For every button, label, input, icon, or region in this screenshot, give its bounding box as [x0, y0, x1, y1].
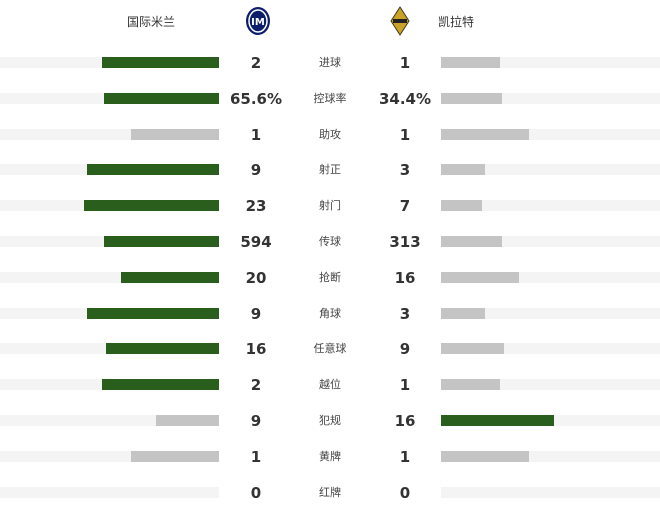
stat-row: 20 抢断 16 [0, 268, 660, 288]
svg-text:IM: IM [251, 17, 265, 28]
away-bar [441, 307, 485, 319]
home-bar [101, 379, 219, 391]
away-bar [441, 450, 529, 462]
home-value: 1 [250, 125, 262, 144]
away-bar-track [441, 57, 660, 68]
home-value: 2 [250, 376, 262, 395]
stat-row: 2 进球 1 [0, 53, 660, 73]
stat-label: 传球 [319, 235, 341, 248]
stat-row: 9 角球 3 [0, 304, 660, 324]
away-bar-track [441, 379, 660, 391]
home-bar [84, 200, 219, 212]
away-value: 1 [399, 447, 411, 466]
stat-row: 2 越位 1 [0, 375, 660, 395]
away-bar-track [441, 450, 660, 462]
stat-label: 越位 [319, 378, 341, 392]
home-bar-track [0, 486, 219, 498]
away-value: 34.4% [378, 89, 432, 108]
away-bar [441, 200, 483, 212]
away-team-name: 凯拉特 [438, 15, 475, 29]
inter-milan-logo-icon: IM [246, 7, 270, 35]
stat-row: 594 传球 313 [0, 232, 660, 252]
home-bar [101, 57, 219, 68]
home-team-name: 国际米兰 [126, 15, 175, 29]
away-bar [441, 57, 500, 68]
home-bar [131, 128, 219, 140]
stat-row: 9 射正 3 [0, 160, 660, 180]
home-value: 594 [240, 233, 272, 251]
home-value: 2 [250, 54, 262, 72]
home-value: 0 [250, 483, 262, 502]
home-bar-track [0, 415, 219, 426]
away-bar-track [441, 236, 660, 247]
away-bar [441, 92, 502, 104]
home-value: 1 [250, 447, 262, 466]
stat-label: 助攻 [319, 127, 341, 141]
stat-row: 1 黄牌 1 [0, 447, 660, 467]
home-bar-track [0, 450, 219, 462]
stat-row: 0 红牌 0 [0, 483, 660, 503]
stat-row: 23 射门 7 [0, 196, 660, 216]
away-bar-track [441, 271, 660, 283]
away-value: 1 [399, 125, 411, 144]
stat-label: 犯规 [319, 414, 341, 427]
home-value: 16 [245, 340, 267, 359]
stat-label: 黄牌 [319, 449, 341, 463]
away-bar-track [441, 92, 660, 104]
kairat-logo-icon [390, 6, 410, 36]
away-value: 313 [389, 233, 421, 251]
away-value: 16 [394, 412, 416, 430]
stat-label: 射门 [319, 199, 341, 213]
away-bar-track [441, 164, 660, 176]
away-value: 3 [399, 161, 411, 180]
away-bar [441, 128, 529, 140]
home-bar [106, 343, 219, 355]
away-bar-track [441, 343, 660, 355]
away-bar [441, 164, 485, 176]
away-value: 9 [399, 340, 411, 359]
away-value: 1 [399, 376, 411, 395]
home-bar [87, 164, 219, 176]
away-value: 3 [399, 304, 411, 323]
away-bar [441, 271, 520, 283]
home-value: 65.6% [229, 89, 283, 108]
home-bar [87, 307, 219, 319]
home-bar [103, 236, 219, 247]
away-value: 16 [394, 268, 416, 287]
home-bar-track [0, 128, 219, 140]
away-bar [441, 415, 554, 426]
away-value: 0 [399, 483, 411, 502]
away-bar-track [441, 486, 660, 498]
stat-row: 9 犯规 16 [0, 411, 660, 431]
away-bar-track [441, 128, 660, 140]
away-value: 1 [399, 54, 411, 72]
stat-label: 任意球 [313, 342, 347, 356]
stat-label: 红牌 [319, 485, 341, 499]
stat-label: 进球 [319, 56, 341, 69]
home-bar [121, 271, 219, 283]
away-value: 7 [399, 197, 411, 216]
stat-label: 抢断 [319, 270, 341, 284]
home-value: 9 [250, 412, 262, 430]
away-bar-track [441, 307, 660, 319]
stat-row: 1 助攻 1 [0, 125, 660, 145]
away-bar-track [441, 200, 660, 212]
away-bar [441, 236, 502, 247]
stat-label: 射正 [319, 163, 341, 177]
home-bar [103, 92, 219, 104]
away-bar [441, 343, 505, 355]
home-bar [155, 415, 219, 426]
home-value: 20 [245, 268, 267, 287]
stat-row: 65.6% 控球率 34.4% [0, 89, 660, 109]
home-value: 9 [250, 161, 262, 180]
home-value: 9 [250, 304, 262, 323]
stat-row: 16 任意球 9 [0, 339, 660, 359]
home-bar [131, 450, 219, 462]
home-value: 23 [245, 197, 267, 216]
away-bar [441, 379, 500, 391]
home-bar-track [0, 271, 219, 283]
stat-label: 控球率 [313, 91, 347, 105]
stat-label: 角球 [319, 306, 341, 320]
